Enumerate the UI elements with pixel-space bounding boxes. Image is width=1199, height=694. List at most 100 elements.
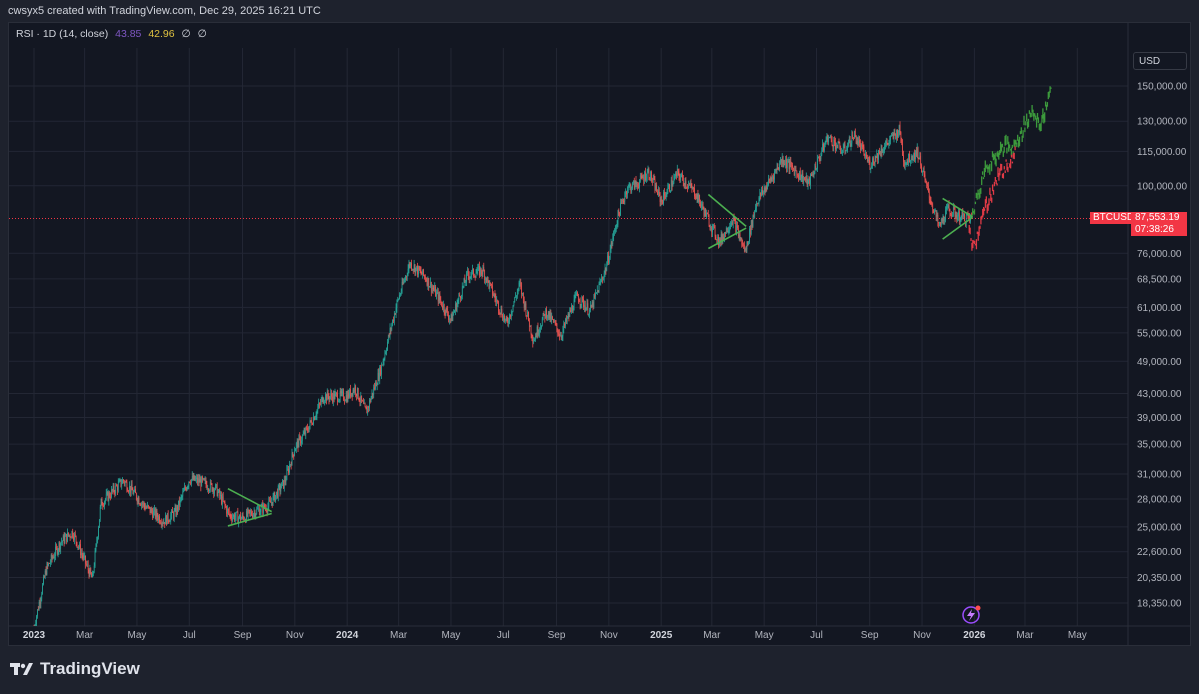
x-tick-label: May bbox=[1068, 630, 1087, 641]
candle-body bbox=[160, 522, 161, 524]
candle-body bbox=[152, 511, 154, 518]
candle-body bbox=[330, 393, 332, 397]
candle-body bbox=[795, 169, 797, 172]
candle-body bbox=[581, 296, 583, 305]
candle-body bbox=[44, 570, 46, 578]
candle-body bbox=[209, 481, 211, 490]
candle-body bbox=[957, 216, 958, 220]
candle-body bbox=[449, 318, 451, 320]
candle-body bbox=[430, 282, 432, 292]
candle-body bbox=[663, 192, 664, 204]
candle-body bbox=[896, 130, 897, 139]
candle-body bbox=[341, 391, 343, 394]
candle-body bbox=[151, 508, 153, 512]
candle-body bbox=[740, 237, 742, 241]
candle-body bbox=[284, 479, 286, 482]
candle-body bbox=[148, 506, 150, 508]
candle-body bbox=[71, 531, 73, 538]
candle-body bbox=[120, 479, 122, 486]
candle-body bbox=[408, 263, 410, 270]
candle-body bbox=[144, 505, 146, 510]
candle-body bbox=[909, 153, 910, 163]
candle-body bbox=[448, 315, 449, 320]
chart-frame[interactable] bbox=[8, 22, 1191, 646]
candle-body bbox=[415, 267, 417, 274]
candle-body bbox=[759, 193, 761, 198]
candle-body bbox=[773, 176, 774, 180]
candle-body bbox=[362, 400, 363, 402]
candle-body bbox=[57, 550, 59, 554]
candle-body bbox=[358, 398, 360, 401]
candle-body bbox=[416, 265, 418, 268]
candle-body bbox=[515, 296, 516, 298]
candle-body bbox=[153, 510, 154, 518]
candle-body bbox=[590, 305, 591, 310]
candle-body bbox=[105, 498, 106, 502]
candle-body bbox=[702, 203, 704, 209]
candle-body bbox=[298, 436, 300, 448]
candle-body bbox=[336, 392, 338, 394]
candle-body bbox=[436, 292, 437, 297]
candle-body bbox=[49, 563, 50, 564]
candle-body bbox=[836, 145, 838, 148]
candle-body bbox=[670, 191, 671, 192]
candle-body bbox=[462, 285, 464, 287]
candle-body bbox=[296, 440, 298, 444]
candle-body bbox=[804, 178, 805, 180]
x-tick-label: May bbox=[755, 630, 774, 641]
candle-body bbox=[960, 215, 962, 222]
candle-body bbox=[716, 239, 718, 241]
candle-body bbox=[580, 304, 582, 305]
candle-body bbox=[114, 491, 116, 494]
candle-body bbox=[123, 481, 125, 484]
candle-body bbox=[645, 172, 646, 181]
candle-body bbox=[958, 211, 959, 217]
candle-body bbox=[522, 292, 524, 299]
candle-body bbox=[919, 155, 921, 160]
candle-body bbox=[403, 280, 405, 284]
candle-body bbox=[273, 492, 275, 497]
candle-body bbox=[379, 366, 381, 380]
candle-body bbox=[46, 563, 48, 575]
candle-body bbox=[779, 163, 780, 169]
candle-body bbox=[762, 190, 763, 194]
candle-body bbox=[675, 173, 676, 177]
candle-body bbox=[161, 522, 163, 525]
candle-body bbox=[116, 485, 117, 487]
candle-body bbox=[482, 266, 484, 274]
candle-body bbox=[203, 478, 204, 480]
candle-body bbox=[160, 523, 162, 525]
candle-body bbox=[630, 185, 632, 192]
candle-body bbox=[461, 296, 462, 299]
candle-body bbox=[695, 197, 697, 199]
candle-body bbox=[257, 508, 258, 510]
candle-body bbox=[126, 481, 128, 491]
candle-body bbox=[799, 171, 800, 179]
candle-body bbox=[764, 188, 766, 192]
currency-selector[interactable]: USD bbox=[1133, 52, 1187, 70]
candle-body bbox=[369, 400, 371, 403]
candle-body bbox=[601, 278, 602, 282]
candle-body bbox=[939, 222, 940, 224]
candle-body bbox=[43, 576, 45, 578]
candle-body bbox=[228, 510, 230, 515]
candle-body bbox=[282, 480, 283, 483]
candle-body bbox=[348, 392, 350, 398]
candle-body bbox=[756, 202, 758, 204]
candle-body bbox=[837, 141, 839, 148]
candle-body bbox=[41, 593, 43, 599]
candle-body bbox=[406, 275, 408, 277]
candle-body bbox=[643, 177, 645, 182]
candle-body bbox=[447, 309, 449, 316]
brand[interactable]: TradingView bbox=[10, 659, 140, 679]
candle-body bbox=[483, 266, 485, 272]
candle-body bbox=[879, 154, 881, 156]
candle-body bbox=[671, 179, 673, 187]
candle-body bbox=[639, 181, 640, 188]
candle-body bbox=[310, 420, 312, 422]
candle-body bbox=[899, 125, 901, 133]
candle-body bbox=[438, 294, 440, 302]
candle-body bbox=[782, 157, 784, 164]
candle-body bbox=[206, 484, 208, 490]
